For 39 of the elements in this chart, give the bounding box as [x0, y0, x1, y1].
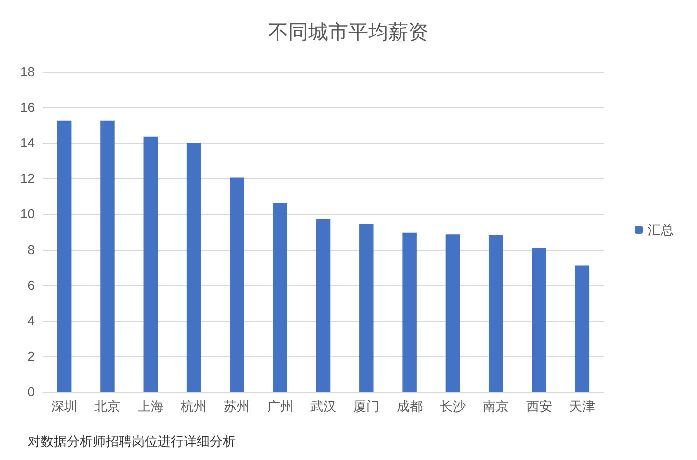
- y-tick-label: 6: [28, 278, 35, 293]
- x-tick-label: 广州: [267, 399, 294, 414]
- bar: [230, 178, 244, 392]
- y-tick-label: 14: [20, 136, 35, 151]
- legend-label: 汇总: [648, 222, 674, 238]
- x-tick-label: 厦门: [354, 399, 380, 414]
- y-tick-label: 10: [20, 206, 35, 222]
- x-tick-label: 深圳: [52, 399, 78, 414]
- y-tick-label: 16: [20, 100, 35, 116]
- bar: [488, 236, 504, 392]
- bar: [57, 120, 72, 392]
- y-tick-label: 12: [20, 171, 35, 186]
- x-tick-label: 长沙: [440, 399, 466, 414]
- x-tick-label: 成都: [396, 399, 423, 414]
- chart-title: 不同城市平均薪资: [268, 22, 428, 44]
- bar: [144, 136, 158, 392]
- x-tick-label: 武汉: [310, 399, 336, 414]
- y-tick-label: 8: [28, 242, 35, 258]
- bar: [273, 204, 288, 392]
- text: 对数据分析师招聘岗位进行详细分析: [28, 434, 236, 449]
- bar: [446, 234, 460, 392]
- x-tick-label: 上海: [138, 399, 164, 414]
- bar: [186, 143, 202, 392]
- y-tick-label: 2: [28, 348, 35, 364]
- x-tick-label: 北京: [94, 399, 121, 414]
- y-tick-label: 4: [28, 313, 35, 328]
- y-tick-label: 18: [20, 64, 35, 80]
- bar: [402, 232, 417, 392]
- x-tick-label: 杭州: [180, 399, 208, 414]
- bar: [575, 266, 590, 392]
- bar: [360, 224, 374, 392]
- x-tick-label: 西安: [526, 399, 552, 414]
- bar: [532, 248, 546, 392]
- bar: [100, 120, 115, 392]
- bar: [316, 220, 331, 392]
- x-tick-label: 天津: [569, 399, 596, 414]
- x-tick-label: 苏州: [224, 399, 250, 414]
- y-tick-label: 0: [28, 384, 35, 400]
- x-tick-label: 南京: [483, 399, 510, 414]
